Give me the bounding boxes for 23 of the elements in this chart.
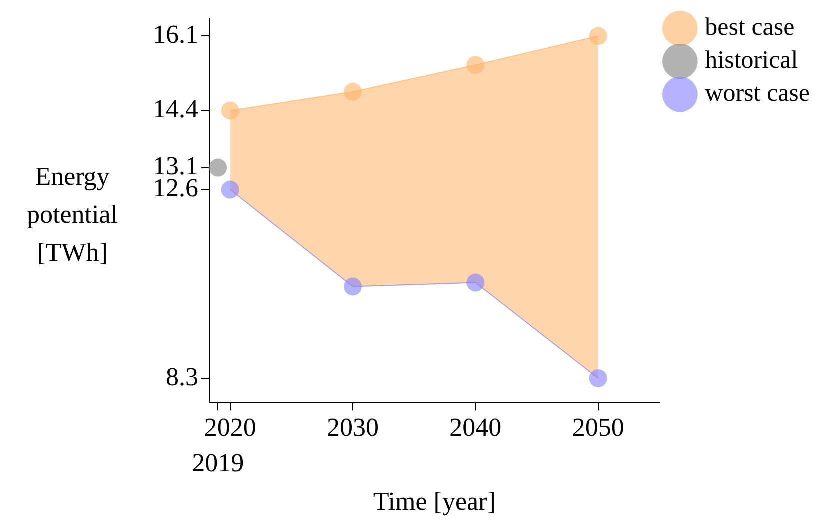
point [466,274,485,292]
point [589,27,608,46]
x-tick-label: 2040 [450,413,502,442]
legend-label: worst case [705,80,810,108]
point [221,102,240,120]
y-tick-label: 8.3 [166,362,198,392]
y-tick-label: 16.1 [153,20,198,49]
y-axis-title: Energy potential [TWh] [26,161,119,269]
legend-label: historical [705,47,798,74]
x-tick-label: 2050 [572,413,624,442]
legend-label: best case [705,14,795,42]
x-axis-title: Time [year] [373,487,496,516]
y-tick-label: 12.6 [153,174,198,203]
point [344,82,362,101]
point [344,278,362,296]
point [221,180,240,199]
text: 2019 [192,448,244,478]
y-tick-label: 14.4 [153,94,198,124]
x-tick-label: 2030 [327,413,380,442]
point [210,158,228,177]
point [466,56,485,74]
point [589,369,608,388]
x-tick-label: 2020 [204,413,256,442]
